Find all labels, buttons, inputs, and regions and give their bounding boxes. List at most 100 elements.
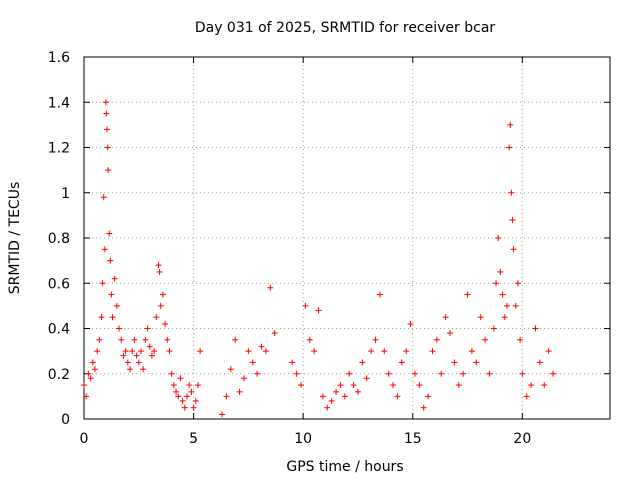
data-point [153, 314, 160, 321]
data-point [144, 325, 151, 332]
data-point [89, 359, 96, 366]
data-point [486, 370, 493, 377]
data-point [376, 291, 383, 298]
data-point [297, 382, 304, 389]
data-point [306, 336, 313, 343]
x-tick-label: 0 [80, 431, 89, 447]
y-tick-label: 1 [61, 186, 70, 202]
x-tick-label: 15 [404, 431, 422, 447]
data-point [249, 359, 256, 366]
data-point [509, 216, 516, 223]
data-point [186, 382, 193, 389]
data-point [464, 291, 471, 298]
data-point [140, 366, 147, 373]
data-point [179, 397, 186, 404]
data-point [109, 314, 116, 321]
data-point [194, 382, 201, 389]
data-point [493, 280, 500, 287]
data-point [232, 336, 239, 343]
x-tick-label: 20 [513, 431, 531, 447]
data-point [155, 262, 162, 269]
data-point [175, 393, 182, 400]
data-point [245, 348, 252, 355]
data-point [120, 352, 127, 359]
data-point [166, 348, 173, 355]
data-point [508, 189, 515, 196]
data-point [442, 314, 449, 321]
y-tick-label: 1.4 [48, 95, 70, 111]
data-point [420, 404, 427, 411]
data-point [390, 382, 397, 389]
data-point [302, 302, 309, 309]
data-point [188, 388, 195, 395]
data-point [324, 404, 331, 411]
data-point [181, 404, 188, 411]
data-point [477, 314, 484, 321]
data-point [96, 336, 103, 343]
data-point [506, 144, 513, 151]
data-point [122, 348, 129, 355]
data-point [173, 388, 180, 395]
data-point [156, 268, 163, 275]
data-point [267, 284, 274, 291]
data-point [438, 370, 445, 377]
data-point [501, 314, 508, 321]
data-point [116, 325, 123, 332]
data-point [385, 370, 392, 377]
data-point [455, 382, 462, 389]
data-point [137, 348, 144, 355]
data-point [490, 325, 497, 332]
data-point [550, 370, 557, 377]
data-point [184, 393, 191, 400]
data-point [403, 348, 410, 355]
data-point [219, 411, 226, 418]
data-point [190, 404, 197, 411]
data-point [105, 167, 112, 174]
data-point [541, 382, 548, 389]
data-point [545, 348, 552, 355]
data-point [350, 382, 357, 389]
data-point [83, 393, 90, 400]
data-point [94, 348, 101, 355]
data-point [106, 230, 113, 237]
data-point [319, 393, 326, 400]
data-point [372, 336, 379, 343]
y-tick-label: 0.8 [48, 231, 70, 247]
data-point [337, 382, 344, 389]
x-axis-label: GPS time / hours [286, 459, 403, 475]
data-point [473, 359, 480, 366]
data-point [328, 397, 335, 404]
data-point [177, 375, 184, 382]
data-point [271, 330, 278, 337]
y-tick-label: 0 [61, 412, 70, 428]
data-point [99, 280, 106, 287]
data-point [536, 359, 543, 366]
data-point [368, 348, 375, 355]
data-point [425, 393, 432, 400]
data-point [135, 359, 142, 366]
data-point [523, 393, 530, 400]
data-point [507, 121, 514, 128]
data-point [451, 359, 458, 366]
plot-frame [83, 56, 611, 420]
data-point [411, 370, 418, 377]
data-point [482, 336, 489, 343]
data-point [102, 99, 109, 106]
data-point [113, 302, 120, 309]
data-point [528, 382, 535, 389]
data-point [223, 393, 230, 400]
data-point [227, 366, 234, 373]
data-point [98, 314, 105, 321]
data-point [101, 246, 108, 253]
data-point [170, 382, 177, 389]
data-points [81, 99, 557, 418]
data-point [104, 144, 111, 151]
grid-lines [84, 57, 610, 419]
data-point [407, 320, 414, 327]
data-point [197, 348, 204, 355]
data-point [129, 348, 136, 355]
y-tick-label: 0.4 [48, 322, 70, 338]
y-tick-label: 0.6 [48, 276, 70, 292]
data-point [346, 370, 353, 377]
